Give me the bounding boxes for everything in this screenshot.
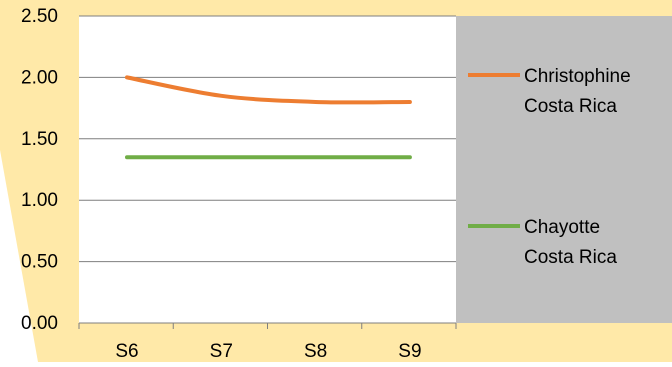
legend-panel: [456, 16, 672, 323]
x-tick-label: S6: [115, 341, 138, 362]
x-tick-label: S7: [210, 341, 233, 362]
y-tick-label: 0.50: [21, 252, 58, 273]
y-tick-label: 2.00: [21, 67, 58, 88]
x-tick-label: S8: [304, 341, 327, 362]
legend-label: Costa Rica: [524, 247, 617, 268]
plot-area: [79, 16, 456, 323]
x-tick-label: S9: [398, 341, 421, 362]
legend-label: Costa Rica: [524, 96, 617, 117]
y-tick-label: 1.50: [21, 129, 58, 150]
y-tick-label: 1.00: [21, 190, 58, 211]
legend-label: Christophine: [524, 66, 631, 87]
legend-label: Chayotte: [524, 217, 600, 238]
y-tick-label: 0.00: [21, 313, 58, 334]
y-tick-label: 2.50: [21, 6, 58, 27]
